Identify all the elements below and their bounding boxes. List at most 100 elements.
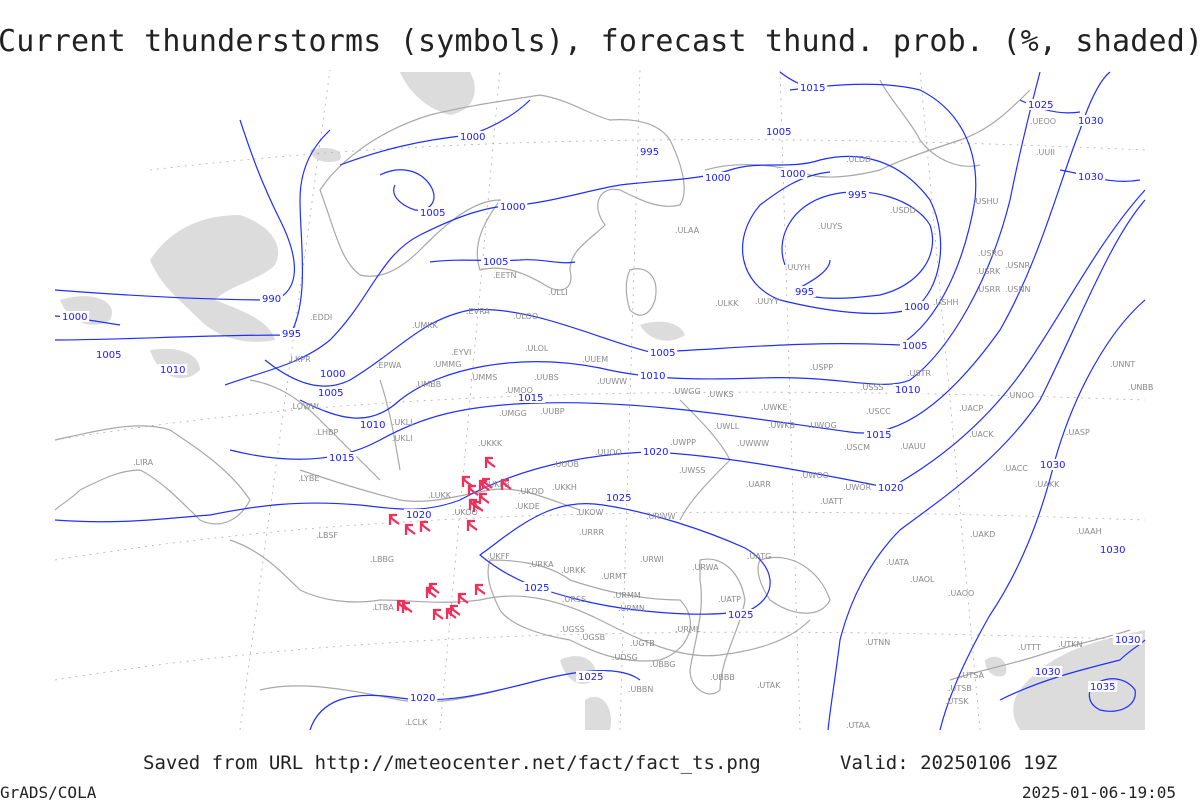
isobar-label-bg [638, 370, 668, 381]
station-label: .URML [675, 625, 701, 634]
isobar-1025-east [827, 199, 1146, 731]
station-label: .UDSG [612, 653, 638, 662]
isobar-label: 1000 [320, 369, 345, 380]
isobar-label-bg [1038, 459, 1068, 470]
station-label: .URMN [618, 604, 645, 613]
valid-time: Valid: 20250106 19Z [840, 752, 1058, 774]
station-label: .UACK [969, 430, 994, 439]
isobar-1000-north [339, 99, 531, 166]
isobar-label-bg [893, 384, 923, 395]
station-label: .LKPR [288, 355, 311, 364]
station-label: .UNNT [1110, 360, 1135, 369]
isobar-label-bg [1033, 666, 1063, 677]
station-label: .USCC [866, 407, 891, 416]
station-label: .UTAA [846, 721, 870, 730]
isobar-label-bg [576, 671, 606, 682]
thunderstorm-symbol-icon [484, 456, 496, 468]
station-label: .UUOB [553, 460, 579, 469]
isobar-1010 [299, 71, 1041, 419]
station-label: .UKFB [486, 480, 510, 489]
station-label: .UAKK [1035, 480, 1060, 489]
isobar-1005-north [379, 169, 435, 211]
isobar-1020 [54, 189, 1146, 523]
isobar-label: 1000 [62, 312, 87, 323]
isobar-label: 1005 [650, 348, 675, 359]
isobar-label: 1030 [1040, 460, 1065, 471]
station-label: .UUBS [534, 373, 559, 382]
station-label: .USHU [973, 197, 998, 206]
isobar-label: 1000 [500, 202, 525, 213]
station-label: .URRR [579, 528, 605, 537]
station-label: .UAKD [970, 530, 995, 539]
station-label: .UTSB [948, 684, 972, 693]
isobar-label: 1030 [1078, 172, 1103, 183]
isobar-label: 995 [640, 147, 659, 158]
station-label: .UMBB [415, 380, 441, 389]
isobar-label: 1010 [640, 371, 665, 382]
isobar-label-bg [260, 293, 283, 304]
station-label: .UAOO [948, 589, 974, 598]
station-label: .UWPP [670, 438, 696, 447]
isobar-label: 995 [282, 329, 301, 340]
station-label: .UAAH [1076, 527, 1102, 536]
isobar-label-bg [793, 286, 816, 297]
shade-area [150, 215, 279, 342]
thunderstorm-symbol-icon [474, 583, 486, 595]
shade-area [310, 148, 341, 162]
thunderstorm-symbol-icon [388, 513, 400, 525]
isobar-label-bg [318, 368, 348, 379]
station-label: .UGSB [580, 633, 605, 642]
station-label: .UUYY [755, 297, 779, 306]
station-label: .UARR [746, 480, 771, 489]
station-label: .UMGG [499, 409, 527, 418]
station-label: .USHH [933, 298, 959, 307]
isobar-label: 1005 [318, 388, 343, 399]
thunderstorm-symbols [388, 456, 512, 620]
station-label: .UNBB [1128, 383, 1153, 392]
isobar-label: 1000 [460, 132, 485, 143]
isobar-label-bg [316, 387, 346, 398]
station-label: .UATA [886, 558, 910, 567]
station-label: .UWGG [672, 387, 701, 396]
map-title: Current thunderstorms (symbols), forecas… [0, 24, 1200, 59]
station-label: .UBBN [628, 685, 653, 694]
isobar-1020-south [309, 669, 641, 731]
isobar-1030 [939, 299, 1146, 731]
station-label: .LUKK [428, 491, 452, 500]
isobar-label-bg [404, 509, 434, 520]
station-label: .UACC [1003, 464, 1028, 473]
shade-area [585, 696, 611, 730]
isobar-1025-ne [1019, 99, 1081, 114]
station-label: .USDD [890, 206, 916, 215]
thunderstorm-symbol-icon [404, 523, 416, 535]
station-label: .EETN [493, 271, 517, 280]
isobar-label: 1000 [780, 169, 805, 180]
station-label: .UKDE [515, 502, 540, 511]
station-label: .UNOO [1007, 391, 1034, 400]
thunderstorm-symbol-icon [419, 520, 431, 532]
isobar-labels: 1015 1005 1025 1030 1000 995 1000 1005 1000 1005 9… [60, 82, 1143, 704]
isobar-label-bg [481, 256, 511, 267]
isobar-label-bg [408, 692, 438, 703]
isobar-label: 1020 [878, 483, 903, 494]
station-label: .UKDD [518, 487, 544, 496]
isobar-label: 1015 [329, 453, 354, 464]
shade-area [150, 348, 200, 379]
station-label: .UKKK [478, 439, 503, 448]
station-label: .UUII [1036, 148, 1055, 157]
isobar-label: 1025 [524, 583, 549, 594]
isobar-label: 1030 [1115, 635, 1140, 646]
station-label: .ULDD [846, 155, 871, 164]
isobar-label-bg [280, 328, 303, 339]
isobar-label: 1030 [1100, 545, 1125, 556]
station-label: .ULLI [548, 288, 568, 297]
station-label: .UMOO [505, 386, 533, 395]
station-label: .UACP [959, 404, 983, 413]
isobar-label-bg [641, 446, 671, 457]
station-label: .EPWA [376, 361, 402, 370]
station-label: .UMKK [412, 321, 439, 330]
software-credit: GrADS/COLA [0, 783, 97, 802]
isobar-label-bg [358, 419, 388, 430]
station-label: .UUOO [595, 448, 622, 457]
